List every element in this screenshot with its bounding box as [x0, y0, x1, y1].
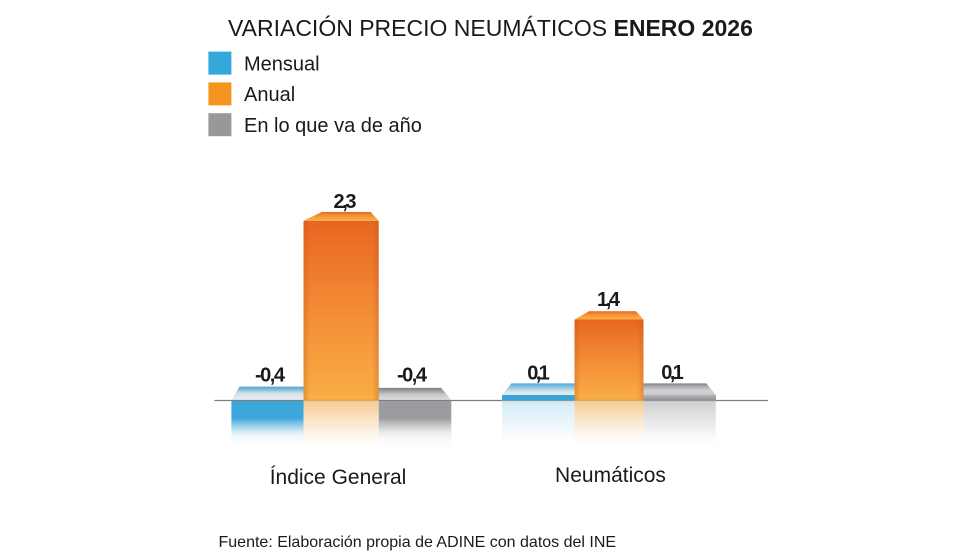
svg-text:0,1: 0,1: [661, 362, 684, 384]
svg-text:2,3: 2,3: [334, 191, 357, 213]
svg-text:-0,4: -0,4: [397, 365, 428, 387]
svg-text:Anual: Anual: [244, 84, 295, 106]
svg-text:-0,4: -0,4: [255, 365, 286, 387]
svg-text:Índice General: Índice General: [270, 466, 407, 489]
svg-text:Neumáticos: Neumáticos: [555, 464, 666, 487]
svg-text:1,4: 1,4: [597, 289, 621, 311]
svg-text:Fuente: Elaboración propia de: Fuente: Elaboración propia de ADINE con …: [219, 534, 617, 551]
svg-text:En lo que va de año: En lo que va de año: [244, 115, 422, 137]
svg-text:VARIACIÓN PRECIO NEUMÁTICOS EN: VARIACIÓN PRECIO NEUMÁTICOS ENERO 2026: [228, 15, 753, 41]
svg-text:Mensual: Mensual: [244, 53, 320, 75]
svg-text:0,1: 0,1: [527, 363, 550, 385]
